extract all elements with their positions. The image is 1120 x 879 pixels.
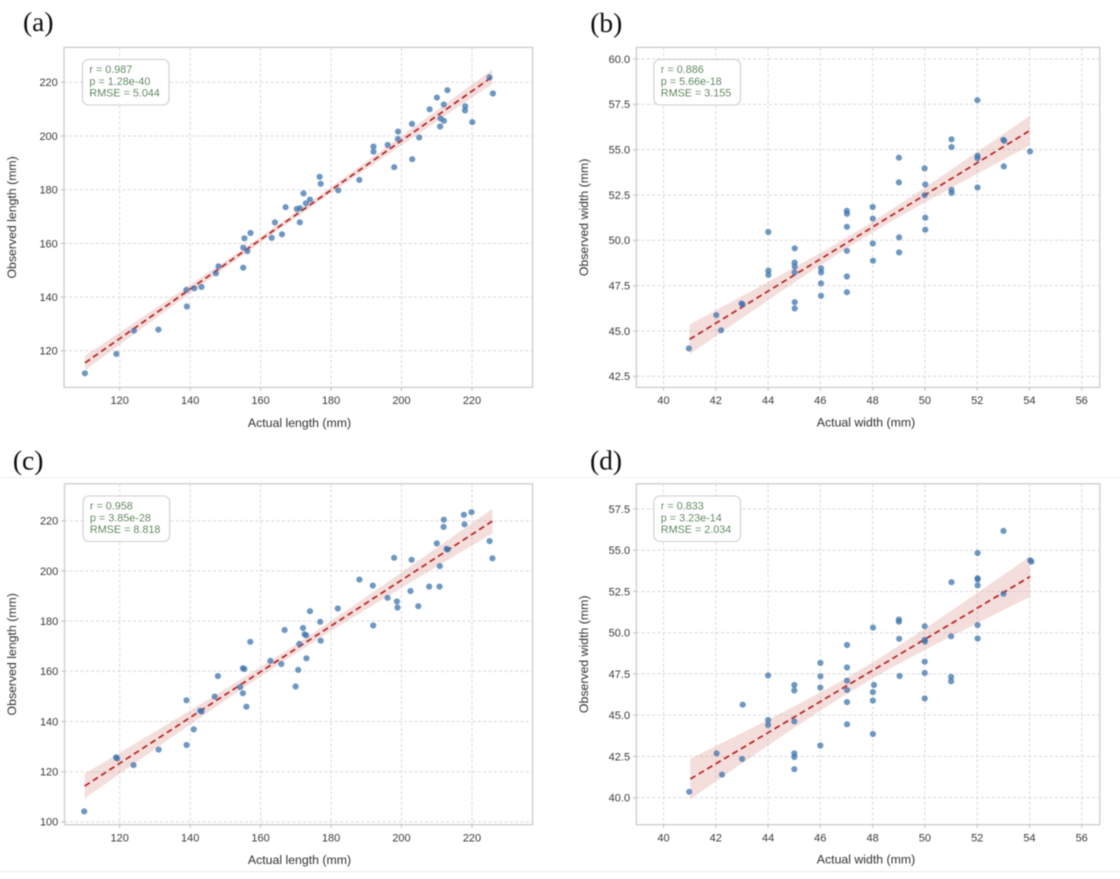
svg-text:50.0: 50.0 bbox=[609, 235, 630, 247]
svg-text:42: 42 bbox=[710, 832, 722, 844]
svg-text:140: 140 bbox=[181, 832, 199, 844]
svg-text:160: 160 bbox=[251, 832, 269, 844]
svg-text:Actual length (mm): Actual length (mm) bbox=[248, 416, 351, 430]
svg-text:220: 220 bbox=[40, 516, 58, 528]
svg-text:55.0: 55.0 bbox=[609, 545, 630, 557]
svg-text:(b): (b) bbox=[590, 7, 622, 38]
svg-text:120: 120 bbox=[111, 832, 129, 844]
svg-text:Actual width (mm): Actual width (mm) bbox=[817, 853, 915, 867]
svg-text:54: 54 bbox=[1023, 832, 1035, 844]
svg-text:Actual length (mm): Actual length (mm) bbox=[248, 853, 351, 867]
svg-text:44: 44 bbox=[762, 395, 774, 407]
svg-text:200: 200 bbox=[40, 566, 58, 578]
svg-text:57.5: 57.5 bbox=[609, 504, 630, 516]
svg-text:40: 40 bbox=[657, 395, 669, 407]
svg-text:140: 140 bbox=[181, 395, 199, 407]
svg-text:RMSE = 2.034: RMSE = 2.034 bbox=[661, 524, 732, 536]
svg-text:42.5: 42.5 bbox=[609, 751, 630, 763]
svg-text:40: 40 bbox=[657, 832, 669, 844]
svg-text:42.5: 42.5 bbox=[609, 371, 630, 383]
svg-text:56: 56 bbox=[1076, 395, 1088, 407]
svg-text:r = 0.886: r = 0.886 bbox=[661, 64, 704, 76]
svg-text:50: 50 bbox=[919, 832, 931, 844]
svg-text:47.5: 47.5 bbox=[609, 281, 630, 293]
svg-text:p = 1.28e-40: p = 1.28e-40 bbox=[89, 76, 150, 88]
svg-text:RMSE = 8.818: RMSE = 8.818 bbox=[90, 524, 161, 536]
svg-text:52: 52 bbox=[971, 832, 983, 844]
svg-text:120: 120 bbox=[40, 767, 58, 779]
svg-text:56: 56 bbox=[1076, 832, 1088, 844]
svg-text:180: 180 bbox=[39, 185, 57, 197]
svg-text:44: 44 bbox=[762, 832, 774, 844]
svg-text:200: 200 bbox=[392, 395, 410, 407]
svg-text:Observed width (mm): Observed width (mm) bbox=[577, 159, 591, 277]
svg-text:40.0: 40.0 bbox=[609, 793, 630, 805]
svg-text:54: 54 bbox=[1023, 395, 1035, 407]
svg-text:45.0: 45.0 bbox=[609, 710, 630, 722]
svg-text:220: 220 bbox=[39, 77, 57, 89]
svg-text:(d): (d) bbox=[590, 444, 622, 475]
svg-text:48: 48 bbox=[866, 395, 878, 407]
svg-text:r = 0.987: r = 0.987 bbox=[89, 64, 132, 76]
svg-text:60.0: 60.0 bbox=[609, 54, 630, 66]
svg-text:52.5: 52.5 bbox=[609, 190, 630, 202]
svg-text:45.0: 45.0 bbox=[609, 326, 630, 338]
svg-text:p = 3.23e-14: p = 3.23e-14 bbox=[661, 512, 722, 524]
svg-text:50.0: 50.0 bbox=[609, 628, 630, 640]
svg-text:120: 120 bbox=[39, 346, 57, 358]
svg-text:RMSE = 5.044: RMSE = 5.044 bbox=[89, 88, 160, 100]
svg-text:220: 220 bbox=[463, 832, 481, 844]
svg-text:47.5: 47.5 bbox=[609, 669, 630, 681]
svg-text:220: 220 bbox=[463, 395, 481, 407]
svg-text:57.5: 57.5 bbox=[609, 99, 630, 111]
svg-text:180: 180 bbox=[40, 616, 58, 628]
svg-text:52: 52 bbox=[971, 395, 983, 407]
svg-text:160: 160 bbox=[251, 395, 269, 407]
svg-text:180: 180 bbox=[322, 395, 340, 407]
svg-text:RMSE = 3.155: RMSE = 3.155 bbox=[661, 88, 732, 100]
svg-text:200: 200 bbox=[39, 131, 57, 143]
svg-text:42: 42 bbox=[710, 395, 722, 407]
svg-text:140: 140 bbox=[40, 716, 58, 728]
svg-text:52.5: 52.5 bbox=[609, 586, 630, 598]
svg-text:46: 46 bbox=[814, 832, 826, 844]
svg-text:Actual width (mm): Actual width (mm) bbox=[817, 416, 915, 430]
svg-text:(c): (c) bbox=[13, 444, 44, 475]
svg-text:r = 0.833: r = 0.833 bbox=[661, 501, 704, 513]
svg-text:p = 5.66e-18: p = 5.66e-18 bbox=[661, 76, 722, 88]
svg-text:200: 200 bbox=[392, 832, 410, 844]
svg-text:Observed length (mm): Observed length (mm) bbox=[5, 156, 19, 278]
svg-text:160: 160 bbox=[40, 666, 58, 678]
svg-text:140: 140 bbox=[39, 292, 57, 304]
svg-text:48: 48 bbox=[866, 832, 878, 844]
svg-text:Observed width (mm): Observed width (mm) bbox=[577, 596, 591, 714]
svg-text:p = 3.85e-28: p = 3.85e-28 bbox=[90, 512, 151, 524]
svg-text:Observed length (mm): Observed length (mm) bbox=[5, 593, 19, 715]
svg-text:100: 100 bbox=[40, 817, 58, 829]
svg-text:55.0: 55.0 bbox=[609, 145, 630, 157]
svg-text:180: 180 bbox=[322, 832, 340, 844]
svg-text:46: 46 bbox=[814, 395, 826, 407]
svg-text:50: 50 bbox=[919, 395, 931, 407]
svg-text:(a): (a) bbox=[23, 6, 54, 37]
svg-text:r = 0.958: r = 0.958 bbox=[90, 501, 133, 513]
svg-text:120: 120 bbox=[111, 395, 129, 407]
svg-text:160: 160 bbox=[39, 238, 57, 250]
